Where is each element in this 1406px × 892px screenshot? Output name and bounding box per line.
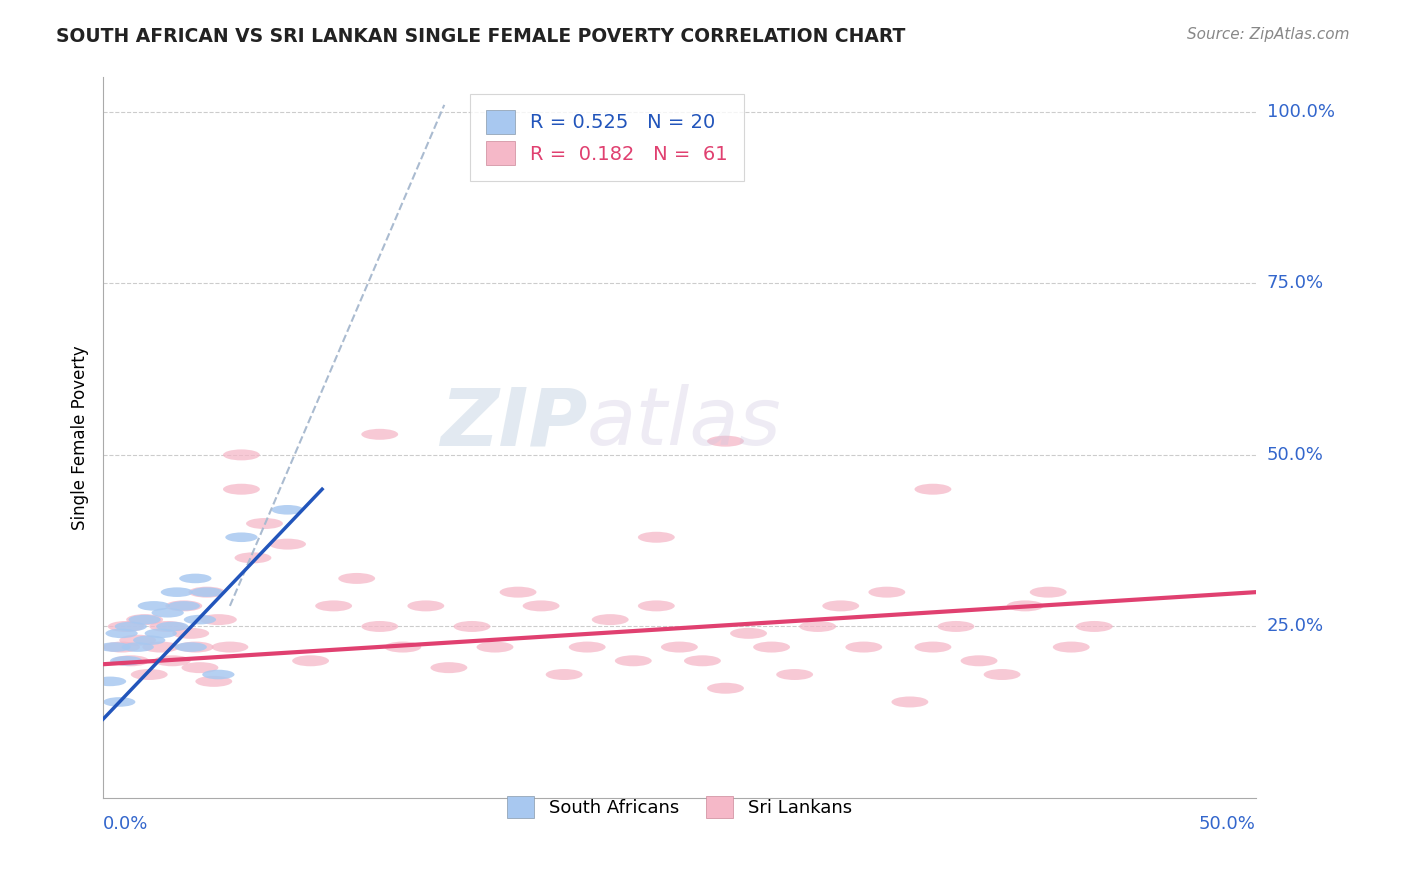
Circle shape	[235, 552, 271, 564]
Circle shape	[799, 621, 837, 632]
Circle shape	[614, 656, 652, 666]
Circle shape	[960, 656, 997, 666]
Circle shape	[384, 641, 422, 653]
Circle shape	[408, 600, 444, 611]
Circle shape	[845, 641, 882, 653]
Circle shape	[269, 539, 307, 549]
Circle shape	[339, 573, 375, 584]
Circle shape	[499, 587, 537, 598]
Circle shape	[523, 600, 560, 611]
Circle shape	[546, 669, 582, 680]
Circle shape	[142, 641, 179, 653]
Text: 0.0%: 0.0%	[103, 815, 149, 833]
Circle shape	[914, 483, 952, 495]
Y-axis label: Single Female Poverty: Single Female Poverty	[72, 345, 89, 530]
Circle shape	[246, 518, 283, 529]
Circle shape	[103, 641, 141, 653]
Circle shape	[823, 600, 859, 611]
Circle shape	[477, 641, 513, 653]
Circle shape	[156, 622, 188, 632]
Circle shape	[127, 614, 163, 625]
Text: 75.0%: 75.0%	[1267, 275, 1324, 293]
Circle shape	[181, 662, 218, 673]
Circle shape	[191, 587, 224, 597]
Circle shape	[179, 574, 211, 583]
Circle shape	[173, 628, 209, 639]
Circle shape	[160, 587, 193, 597]
Circle shape	[638, 532, 675, 542]
Circle shape	[707, 435, 744, 447]
Circle shape	[177, 641, 214, 653]
Text: 100.0%: 100.0%	[1267, 103, 1334, 120]
Circle shape	[984, 669, 1021, 680]
Circle shape	[108, 621, 145, 632]
Circle shape	[152, 608, 184, 617]
Circle shape	[914, 641, 952, 653]
Circle shape	[707, 682, 744, 694]
Circle shape	[167, 601, 200, 611]
Circle shape	[120, 635, 156, 646]
Circle shape	[754, 641, 790, 653]
Text: Source: ZipAtlas.com: Source: ZipAtlas.com	[1187, 27, 1350, 42]
Circle shape	[1076, 621, 1112, 632]
Circle shape	[225, 533, 257, 542]
Circle shape	[224, 450, 260, 460]
Circle shape	[195, 676, 232, 687]
Circle shape	[184, 615, 217, 624]
Circle shape	[292, 656, 329, 666]
Circle shape	[115, 622, 146, 632]
Text: 50.0%: 50.0%	[1199, 815, 1256, 833]
Legend: South Africans, Sri Lankans: South Africans, Sri Lankans	[492, 781, 866, 832]
Circle shape	[134, 635, 166, 645]
Circle shape	[661, 641, 697, 653]
Circle shape	[869, 587, 905, 598]
Circle shape	[683, 656, 721, 666]
Circle shape	[315, 600, 352, 611]
Circle shape	[128, 615, 160, 624]
Circle shape	[271, 505, 304, 515]
Circle shape	[166, 600, 202, 611]
Circle shape	[103, 698, 135, 706]
Circle shape	[145, 629, 177, 638]
Circle shape	[361, 621, 398, 632]
Circle shape	[174, 642, 207, 652]
Circle shape	[131, 669, 167, 680]
Text: SOUTH AFRICAN VS SRI LANKAN SINGLE FEMALE POVERTY CORRELATION CHART: SOUTH AFRICAN VS SRI LANKAN SINGLE FEMAL…	[56, 27, 905, 45]
Circle shape	[202, 670, 235, 680]
Circle shape	[105, 629, 138, 638]
Circle shape	[730, 628, 768, 639]
Circle shape	[1029, 587, 1067, 598]
Circle shape	[138, 601, 170, 611]
Text: 25.0%: 25.0%	[1267, 617, 1324, 635]
Circle shape	[110, 656, 142, 665]
Circle shape	[430, 662, 467, 673]
Circle shape	[188, 587, 225, 598]
Circle shape	[149, 621, 186, 632]
Circle shape	[361, 429, 398, 440]
Circle shape	[891, 697, 928, 707]
Circle shape	[592, 614, 628, 625]
Circle shape	[153, 656, 191, 666]
Circle shape	[569, 641, 606, 653]
Circle shape	[638, 600, 675, 611]
Circle shape	[112, 656, 149, 666]
Circle shape	[121, 642, 153, 652]
Text: 50.0%: 50.0%	[1267, 446, 1323, 464]
Circle shape	[200, 614, 236, 625]
Circle shape	[454, 621, 491, 632]
Circle shape	[938, 621, 974, 632]
Text: ZIP: ZIP	[440, 384, 588, 462]
Circle shape	[98, 642, 131, 652]
Circle shape	[224, 483, 260, 495]
Text: atlas: atlas	[588, 384, 782, 462]
Circle shape	[1053, 641, 1090, 653]
Circle shape	[776, 669, 813, 680]
Circle shape	[94, 676, 127, 686]
Circle shape	[211, 641, 249, 653]
Circle shape	[1007, 600, 1043, 611]
